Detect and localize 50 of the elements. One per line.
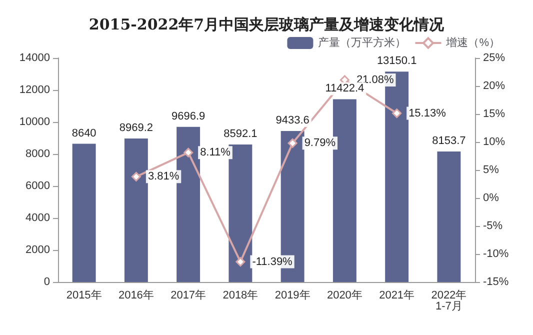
y-tick-label: 10000 — [19, 116, 50, 128]
data-label: 15.13% — [408, 107, 446, 120]
data-label: -11.39% — [252, 256, 293, 268]
x-tick-label: 2021年 — [379, 290, 415, 302]
bar — [228, 144, 252, 282]
x-tick-label: 2015年 — [66, 290, 102, 302]
data-label: 8.11% — [200, 146, 231, 159]
y2-tick-label: 0% — [483, 192, 500, 204]
point — [392, 108, 402, 118]
y-tick-label: 6000 — [26, 180, 50, 192]
y2-tick-label: 5% — [483, 164, 500, 176]
y-tick-label: 12000 — [19, 84, 50, 96]
x-tick-label: 2017年 — [170, 290, 206, 302]
y2-tick-label: -5% — [483, 220, 503, 232]
x-tick-label: 2022年 1-7月 — [431, 290, 467, 312]
chart-title: 2015-2022年7月中国夹层玻璃产量及增速变化情况 — [88, 16, 446, 34]
bar — [72, 144, 96, 282]
data-label: 8969.2 — [119, 122, 154, 134]
y2-tick-label: -15% — [483, 276, 509, 288]
legend-label: 增速（%） — [445, 36, 500, 49]
data-label: 8592.1 — [224, 128, 258, 140]
x-tick-label: 2016年 — [118, 290, 154, 302]
y-tick-label: 8000 — [26, 148, 50, 160]
point — [288, 138, 298, 148]
data-label: 11422.4 — [325, 82, 364, 95]
bar — [124, 138, 148, 282]
y2-tick-label: 25% — [483, 52, 506, 64]
y-tick-label: 4000 — [26, 212, 50, 224]
y2-tick-label: 15% — [483, 108, 506, 120]
y2-tick-label: -10% — [483, 248, 509, 260]
data-label: 3.81% — [148, 170, 180, 183]
x-tick-label: 2020年 — [326, 290, 362, 302]
data-label: 8153.7 — [432, 135, 466, 148]
point — [131, 172, 141, 182]
x-tick-label: 2019年 — [274, 290, 310, 302]
y2-tick-label: 20% — [483, 80, 506, 92]
data-label: 9433.6 — [276, 114, 310, 127]
y2-tick-label: 10% — [483, 136, 506, 148]
data-label: 9.79% — [304, 137, 336, 150]
x-tick-label: 2018年 — [222, 290, 258, 302]
data-label: 8640 — [72, 127, 96, 140]
y-tick-label: 2000 — [26, 244, 50, 256]
data-label: 9696.9 — [171, 110, 206, 122]
data-label: 13150.1 — [376, 55, 417, 68]
point — [236, 257, 246, 267]
legend-label: 产量（万平方米） — [318, 36, 406, 49]
y-tick-label: 0 — [44, 276, 50, 288]
bar — [437, 152, 461, 282]
y-tick-label: 14000 — [19, 52, 50, 64]
point — [184, 148, 194, 158]
